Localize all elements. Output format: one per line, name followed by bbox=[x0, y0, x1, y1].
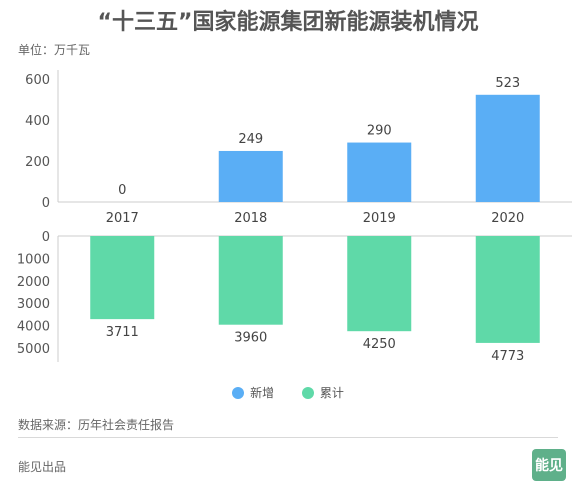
divider bbox=[18, 437, 558, 438]
bottom-y-tick-label: 2000 bbox=[17, 275, 50, 290]
top-y-tick-label: 200 bbox=[25, 155, 50, 170]
bottom-y-tick-label: 3000 bbox=[17, 297, 50, 312]
data-label-new: 290 bbox=[367, 124, 392, 139]
chart-title: “十三五”国家能源集团新能源装机情况 bbox=[97, 10, 479, 35]
legend-item-new: 新增 bbox=[232, 384, 274, 401]
legend-swatch-new bbox=[232, 386, 245, 399]
bar-chart: 0 200 400 600 0 1000 2000 3000 4000 5000 2017 0 3711… bbox=[17, 70, 572, 364]
top-y-tick-label: 0 bbox=[42, 196, 50, 211]
data-source: 数据来源：历年社会责任报告 bbox=[18, 418, 175, 432]
bar-cumulative bbox=[90, 236, 155, 320]
data-label-new: 0 bbox=[118, 183, 126, 198]
bar-cumulative bbox=[347, 236, 412, 332]
data-label-new: 523 bbox=[495, 76, 520, 91]
x-tick-label: 2020 bbox=[491, 211, 524, 226]
top-y-tick-label: 400 bbox=[25, 114, 50, 129]
x-tick-label: 2017 bbox=[106, 211, 139, 226]
bottom-y-tick-label: 4000 bbox=[17, 320, 50, 335]
top-y-tick-label: 600 bbox=[25, 73, 50, 88]
legend-item-cumulative: 累计 bbox=[301, 384, 344, 401]
data-label-cumulative: 3711 bbox=[106, 325, 139, 340]
data-label-cumulative: 4773 bbox=[491, 349, 524, 364]
bottom-y-tick-label: 1000 bbox=[17, 252, 50, 267]
legend: 新增 累计 bbox=[0, 384, 576, 402]
bottom-y-tick-label: 0 bbox=[42, 230, 50, 245]
bar-cumulative bbox=[218, 236, 283, 325]
bar-new bbox=[347, 142, 412, 202]
bar-cumulative bbox=[475, 236, 540, 343]
bar-new bbox=[218, 150, 283, 202]
footer-credit: 能见出品 bbox=[18, 460, 67, 474]
data-label-cumulative: 3960 bbox=[234, 331, 267, 346]
bottom-y-tick-label: 5000 bbox=[17, 342, 50, 357]
x-tick-label: 2019 bbox=[363, 211, 396, 226]
legend-label-new: 新增 bbox=[250, 386, 275, 400]
x-tick-label: 2018 bbox=[234, 211, 267, 226]
unit-label: 单位：万千瓦 bbox=[18, 43, 91, 57]
data-label-cumulative: 4250 bbox=[363, 337, 396, 352]
legend-label-cumulative: 累计 bbox=[319, 386, 344, 400]
legend-swatch-cumulative bbox=[301, 386, 314, 399]
data-label-new: 249 bbox=[238, 132, 263, 147]
bar-new bbox=[475, 94, 540, 202]
brand-logo: 能见 bbox=[532, 449, 566, 481]
